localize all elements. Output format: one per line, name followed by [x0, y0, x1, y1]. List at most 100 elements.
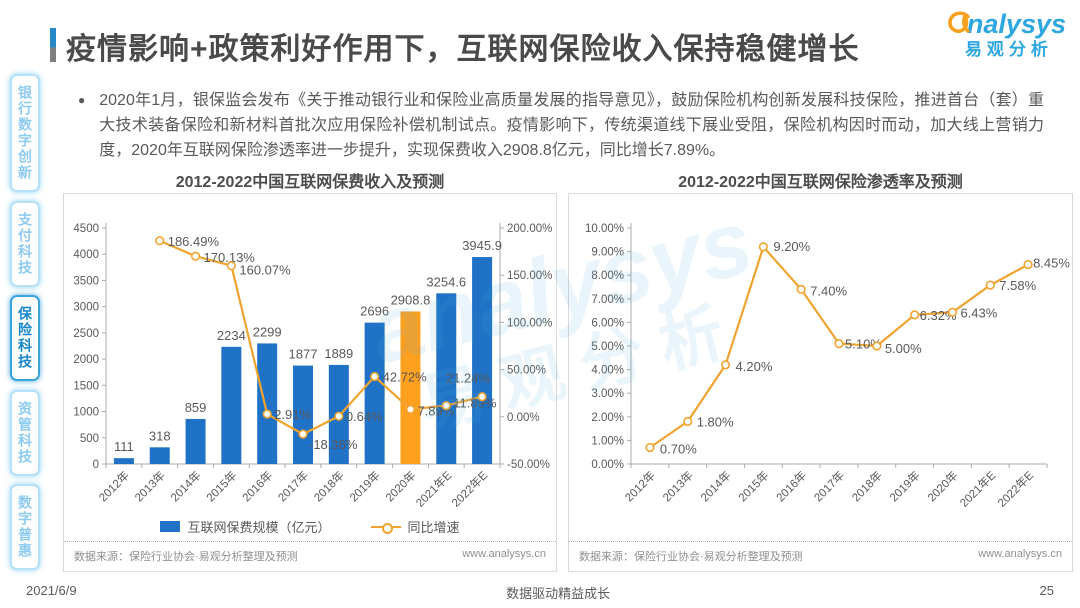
penetration-rate-chart: 10.00% 9.00% 8.00% 7.00% 6.00% 5.00% 4.00% 3.00… [585, 223, 1070, 510]
sidebar-item-insurance-tech[interactable]: 保险科技 [10, 295, 40, 381]
svg-text:10.00%: 10.00% [585, 223, 624, 235]
svg-text:0.64%: 0.64% [346, 409, 383, 424]
legend-item-premium: 互联网保费规模（亿元） [160, 517, 331, 536]
penetration-chart-title: 2012-2022中国互联网保险渗透率及预测 [678, 174, 963, 191]
svg-text:2299: 2299 [253, 324, 282, 339]
svg-text:5.00%: 5.00% [885, 341, 922, 356]
svg-text:8.45%: 8.45% [1033, 256, 1070, 271]
svg-text:6.00%: 6.00% [591, 317, 624, 329]
source-row: 数据来源：保险行业协会·易观分析整理及预测 www.analysys.cn [64, 541, 556, 571]
svg-text:2019年: 2019年 [887, 468, 923, 504]
svg-text:4.20%: 4.20% [736, 359, 773, 374]
svg-text:1.80%: 1.80% [697, 415, 734, 430]
premium-chart-title: 2012-2022中国互联网保费收入及预测 [175, 174, 445, 191]
svg-text:9.00%: 9.00% [591, 247, 624, 259]
svg-text:160.07%: 160.07% [239, 263, 291, 278]
svg-text:0.00%: 0.00% [507, 412, 540, 424]
svg-text:2017年: 2017年 [811, 468, 847, 504]
svg-text:2015年: 2015年 [203, 468, 239, 504]
svg-text:4500: 4500 [73, 223, 99, 235]
svg-text:0.70%: 0.70% [660, 441, 697, 456]
svg-text:11.89%: 11.89% [453, 396, 497, 411]
svg-text:7.40%: 7.40% [810, 283, 847, 298]
svg-text:5.00%: 5.00% [591, 341, 624, 353]
svg-text:2696: 2696 [360, 304, 389, 319]
svg-text:2012年: 2012年 [622, 468, 658, 504]
svg-text:2.00%: 2.00% [591, 412, 624, 424]
svg-text:2.91%: 2.91% [274, 407, 311, 422]
svg-text:111: 111 [114, 439, 134, 454]
legend-label-premium: 互联网保费规模（亿元） [187, 520, 331, 535]
svg-text:1877: 1877 [289, 347, 318, 362]
svg-text:2013年: 2013年 [660, 468, 696, 504]
footer-page-number: 25 [1039, 583, 1054, 598]
chart-legend: 互联网保费规模（亿元） 同比增速 [64, 512, 556, 541]
svg-text:500: 500 [80, 433, 99, 445]
svg-text:-18.36%: -18.36% [309, 437, 358, 452]
data-source-left: 数据来源：保险行业协会·易观分析整理及预测 [74, 551, 298, 563]
svg-text:2014年: 2014年 [698, 468, 734, 504]
svg-text:3500: 3500 [73, 275, 99, 287]
svg-text:2234: 2234 [217, 328, 246, 343]
svg-text:2020年: 2020年 [924, 468, 960, 504]
logo-swirl-icon [948, 11, 970, 33]
svg-text:3.00%: 3.00% [591, 388, 624, 400]
svg-text:859: 859 [185, 400, 207, 415]
logo-cn-text: 易观分析 [964, 39, 1053, 59]
footer-date: 2021/6/9 [26, 583, 77, 598]
premium-chart-panel: 4500 4000 3500 3000 2500 2000 1500 1000 500 0 200.… [63, 193, 557, 572]
sidebar-item-banking-digital-innovation[interactable]: 银行数字创新 [10, 74, 40, 192]
svg-text:2019年: 2019年 [347, 468, 383, 504]
bullet-icon: ● [78, 93, 86, 107]
svg-text:2014年: 2014年 [168, 468, 204, 504]
source-row: 数据来源：保险行业协会·易观分析整理及预测 www.analysys.cn [569, 541, 1072, 571]
svg-text:2016年: 2016年 [773, 468, 809, 504]
svg-text:21.24%: 21.24% [446, 371, 491, 386]
svg-text:3254.6: 3254.6 [426, 274, 466, 289]
svg-text:200.00%: 200.00% [507, 223, 552, 235]
footer-slogan: 数据驱动精益成长 [506, 586, 611, 601]
svg-text:4000: 4000 [73, 249, 99, 261]
svg-text:9.20%: 9.20% [773, 239, 810, 254]
sidebar-item-payment-tech[interactable]: 支付科技 [10, 200, 40, 287]
svg-text:2018年: 2018年 [849, 468, 885, 504]
logo-brand-text: analysys [948, 9, 1066, 40]
svg-text:1889: 1889 [324, 346, 353, 361]
svg-text:1000: 1000 [73, 407, 99, 419]
sidebar-item-digital-inclusion[interactable]: 数字普惠 [10, 484, 40, 570]
svg-text:2500: 2500 [73, 328, 99, 340]
svg-text:3945.9: 3945.9 [462, 238, 502, 253]
data-source-right: 数据来源：保险行业协会·易观分析整理及预测 [579, 551, 803, 563]
svg-text:2022年E: 2022年E [995, 468, 1037, 510]
svg-text:7.00%: 7.00% [591, 294, 624, 306]
svg-text:100.00%: 100.00% [507, 317, 552, 329]
svg-text:186.49%: 186.49% [168, 234, 220, 249]
svg-text:8.00%: 8.00% [591, 270, 624, 282]
svg-text:6.43%: 6.43% [960, 305, 997, 320]
svg-text:0.00%: 0.00% [591, 459, 624, 471]
svg-text:1500: 1500 [73, 380, 99, 392]
svg-text:2018年: 2018年 [311, 468, 347, 504]
svg-text:170.13%: 170.13% [204, 250, 256, 265]
title-accent-bar [50, 28, 56, 62]
penetration-chart-panel: 10.00% 9.00% 8.00% 7.00% 6.00% 5.00% 4.00% 3.00… [568, 193, 1073, 572]
svg-text:2016年: 2016年 [239, 468, 275, 504]
svg-text:2908.8: 2908.8 [391, 292, 431, 307]
svg-text:50.00%: 50.00% [507, 365, 546, 377]
svg-text:2020年: 2020年 [382, 468, 418, 504]
svg-text:42.72%: 42.72% [383, 369, 428, 384]
legend-label-growth: 同比增速 [407, 520, 460, 535]
svg-text:2022年E: 2022年E [449, 468, 491, 510]
website-url-left: www.analysys.cn [462, 548, 546, 560]
sidebar-item-asset-management-tech[interactable]: 资管科技 [10, 389, 40, 476]
intro-block: ● 2020年1月，银保监会发布《关于推动银行业和保险业高质量发展的指导意见》，… [78, 88, 1044, 163]
premium-income-chart: 4500 4000 3500 3000 2500 2000 1500 1000 500 0 200.… [73, 223, 552, 510]
page-title: 疫情影响+政策利好作用下，互联网保险收入保持稳健增长 [66, 33, 860, 66]
svg-text:318: 318 [149, 428, 171, 443]
footer: 2021/6/9 数据驱动精益成长 25 [0, 583, 1080, 602]
svg-text:2021年E: 2021年E [957, 468, 999, 510]
svg-text:0: 0 [93, 459, 99, 471]
svg-text:7.58%: 7.58% [999, 278, 1036, 293]
svg-text:4.00%: 4.00% [591, 365, 624, 377]
svg-text:6.32%: 6.32% [920, 308, 957, 323]
